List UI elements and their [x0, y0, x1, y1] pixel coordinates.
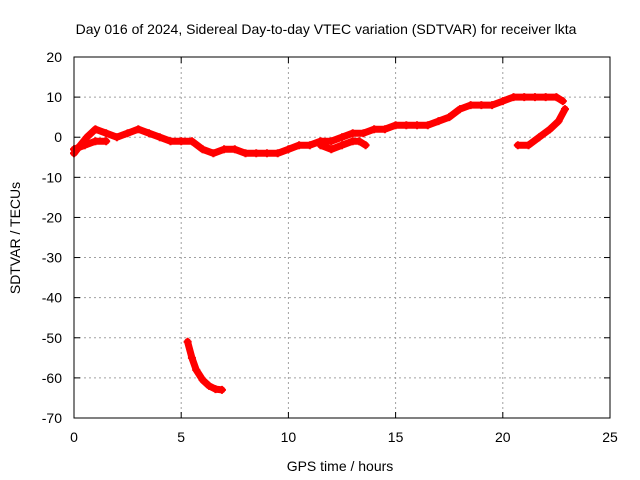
data-point: [455, 105, 464, 114]
data-point: [145, 129, 154, 138]
data-point: [198, 375, 207, 384]
series-lower-track: [70, 137, 111, 154]
data-point: [187, 137, 196, 146]
y-tick-label: -30: [42, 250, 62, 266]
series-main-track: [70, 93, 567, 158]
data-point: [220, 145, 229, 154]
data-point: [338, 133, 346, 142]
data-point: [524, 141, 533, 150]
y-tick-label: -10: [42, 169, 62, 185]
data-point: [241, 149, 250, 158]
y-tick-label: 20: [46, 49, 62, 65]
y-tick-label: 10: [46, 89, 62, 105]
ticks-layer: 0 5 10 15 20 25 -70 -60 -50 -40 -30 -20 -10 0 10 20: [42, 49, 618, 445]
data-point: [198, 145, 207, 154]
data-point: [327, 145, 336, 154]
data-point: [445, 113, 454, 122]
plot-frame: [73, 56, 611, 419]
data-point: [217, 385, 226, 394]
data-point: [545, 125, 554, 134]
data-point: [91, 125, 100, 134]
data-point: [423, 121, 432, 130]
data-point: [177, 137, 186, 146]
data-point: [558, 97, 567, 106]
data-point: [434, 117, 443, 126]
data-point: [123, 129, 132, 138]
data-point: [413, 121, 422, 130]
data-point: [91, 137, 100, 146]
data-point: [359, 129, 368, 138]
data-point: [560, 105, 569, 114]
series-line: [70, 137, 110, 153]
data-point: [402, 121, 411, 130]
data-point: [513, 141, 522, 150]
x-tick-label: 10: [281, 429, 297, 445]
data-point: [155, 133, 164, 142]
data-point: [166, 137, 175, 146]
data-point: [102, 129, 111, 138]
data-point: [554, 117, 563, 126]
series-evening-arc: [316, 137, 370, 154]
data-point: [295, 141, 304, 150]
data-point: [477, 101, 486, 110]
series-recovery-arc: [513, 105, 569, 150]
y-tick-label: -70: [42, 410, 62, 426]
data-point: [82, 133, 91, 142]
data-point: [338, 141, 346, 150]
data-point: [273, 149, 282, 158]
data-point: [327, 137, 336, 146]
data-point: [348, 129, 357, 138]
chart-title: Day 016 of 2024, Sidereal Day-to-day VTE…: [76, 21, 577, 37]
data-point: [209, 149, 218, 158]
data-point: [183, 337, 192, 346]
data-point: [80, 141, 89, 150]
x-tick-label: 20: [495, 429, 511, 445]
x-tick-label: 0: [70, 429, 78, 445]
data-point: [252, 149, 261, 158]
data-point: [498, 97, 507, 106]
data-point: [535, 133, 544, 142]
data-point: [370, 125, 379, 134]
data-point: [262, 149, 271, 158]
data-point: [134, 125, 143, 134]
data-point: [284, 145, 293, 154]
data-point: [187, 353, 196, 362]
data-point: [391, 121, 400, 130]
data-point: [112, 133, 121, 142]
data-point: [541, 93, 550, 102]
y-tick-label: -60: [42, 370, 62, 386]
x-tick-label: 25: [602, 429, 618, 445]
data-point: [230, 145, 239, 154]
y-tick-label: -20: [42, 209, 62, 225]
data-point: [102, 137, 111, 146]
data-layer: [70, 93, 569, 394]
data-point: [380, 125, 389, 134]
y-axis-label: SDTVAR / TECUs: [7, 182, 23, 294]
data-point: [192, 365, 201, 374]
data-point: [361, 141, 370, 150]
x-tick-label: 15: [388, 429, 404, 445]
data-point: [466, 101, 475, 110]
data-point: [488, 101, 497, 110]
data-point: [305, 141, 314, 150]
data-point: [520, 93, 529, 102]
series-outlier-arc: [183, 337, 226, 394]
y-tick-label: 0: [54, 129, 62, 145]
x-axis-label: GPS time / hours: [287, 458, 394, 474]
data-point: [355, 137, 364, 146]
data-point: [530, 93, 539, 102]
data-point: [316, 141, 325, 150]
data-point: [552, 93, 561, 102]
data-point: [509, 93, 518, 102]
y-tick-label: -50: [42, 330, 62, 346]
data-point: [205, 381, 214, 390]
x-tick-label: 5: [177, 429, 185, 445]
y-tick-label: -40: [42, 290, 62, 306]
